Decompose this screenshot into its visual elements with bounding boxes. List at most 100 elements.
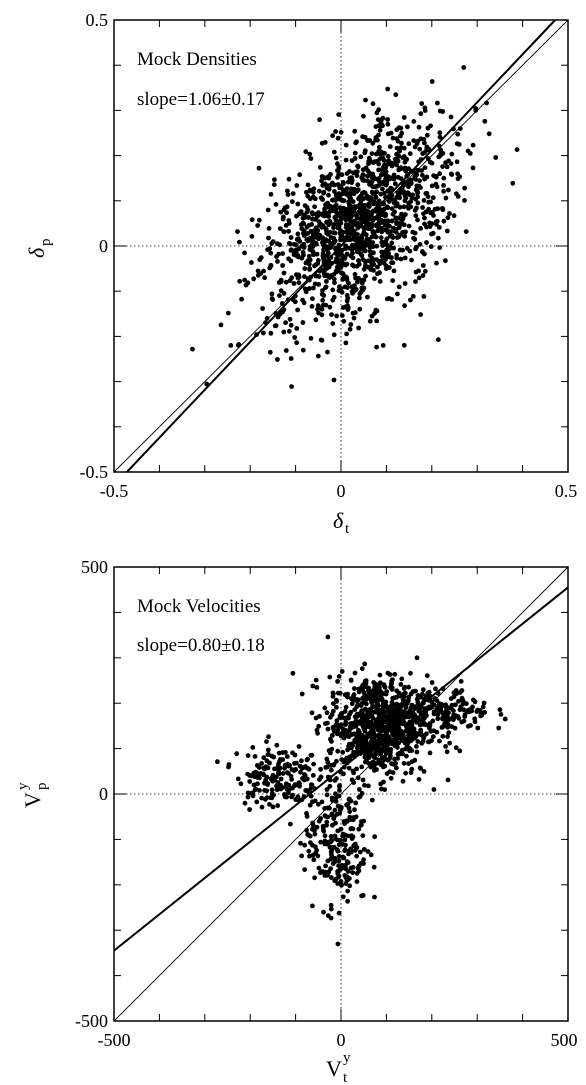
density-point — [408, 297, 413, 303]
density-point — [390, 135, 396, 141]
velocity-point — [330, 822, 335, 828]
density-point — [289, 247, 294, 253]
density-point — [326, 186, 332, 192]
velocity-point — [383, 691, 389, 697]
density-point — [358, 193, 364, 199]
density-point — [321, 302, 326, 308]
density-point — [268, 250, 274, 256]
density-point — [285, 192, 291, 198]
density-point — [368, 221, 374, 227]
density-point — [331, 230, 336, 236]
velocity-point — [388, 712, 394, 718]
velocity-point — [324, 787, 330, 792]
density-point — [301, 221, 307, 227]
density-point — [357, 306, 363, 312]
density-point — [275, 357, 280, 362]
velocity-y-label-superscript: y — [15, 782, 31, 790]
density-point — [340, 234, 345, 240]
velocity-point — [290, 670, 296, 676]
density-point — [333, 129, 338, 134]
density-point — [295, 236, 300, 242]
density-point — [266, 235, 271, 241]
density-point — [387, 176, 393, 182]
velocity-point — [245, 794, 251, 800]
velocity-point — [462, 712, 468, 717]
density-point — [321, 189, 327, 195]
density-point — [413, 279, 418, 284]
velocity-y-tick-zero: 0 — [99, 784, 108, 804]
velocity-point — [313, 715, 319, 721]
velocity-point — [312, 831, 318, 837]
density-point — [416, 124, 422, 130]
velocity-point — [329, 733, 335, 738]
velocity-point — [414, 732, 420, 738]
density-point — [403, 168, 409, 174]
velocity-point — [346, 805, 352, 811]
velocity-point — [324, 792, 330, 798]
density-point — [363, 273, 368, 279]
density-point — [405, 204, 411, 210]
density-point — [347, 169, 352, 174]
density-point — [435, 337, 441, 343]
velocity-ticks — [113, 566, 569, 1022]
density-point — [413, 187, 419, 193]
velocity-point — [409, 748, 415, 753]
density-point — [420, 249, 425, 255]
density-point — [390, 235, 396, 240]
density-point — [343, 157, 349, 163]
density-point — [351, 263, 357, 269]
velocity-point — [333, 836, 338, 842]
velocity-point — [265, 752, 271, 758]
density-point — [449, 172, 455, 177]
density-point — [371, 174, 377, 180]
velocity-point — [318, 870, 323, 876]
density-point — [424, 132, 430, 138]
velocity-point — [274, 787, 280, 793]
density-point — [394, 252, 399, 258]
density-point — [343, 217, 349, 223]
density-point — [342, 273, 347, 279]
velocity-point — [303, 788, 309, 793]
velocity-point — [362, 754, 368, 760]
density-point — [382, 218, 388, 224]
velocity-point — [336, 910, 342, 916]
density-point — [333, 198, 338, 203]
density-point — [308, 335, 314, 341]
velocity-point — [399, 676, 405, 682]
density-point — [430, 195, 436, 201]
density-annotation-title: Mock Densities — [137, 49, 257, 70]
velocity-point — [354, 870, 360, 876]
velocity-point — [366, 688, 371, 694]
density-point — [340, 229, 346, 235]
velocity-point — [394, 694, 399, 700]
velocity-point — [480, 704, 486, 710]
velocity-point — [401, 760, 407, 766]
velocity-point — [310, 826, 315, 832]
density-point — [249, 260, 254, 265]
velocity-point — [325, 759, 331, 765]
velocity-point — [348, 726, 353, 732]
density-point — [312, 281, 318, 287]
density-point — [275, 259, 280, 264]
density-point — [397, 204, 403, 210]
velocity-point — [271, 754, 277, 760]
density-point — [277, 226, 283, 232]
density-point — [378, 220, 383, 226]
density-x-tick-right: 0.5 — [555, 481, 578, 501]
velocity-point — [254, 799, 260, 805]
density-point — [493, 155, 499, 160]
density-point — [256, 217, 262, 223]
velocity-point — [343, 704, 349, 710]
density-point — [330, 287, 336, 293]
density-point — [429, 79, 435, 84]
velocity-point — [440, 716, 445, 722]
velocity-point — [368, 747, 374, 753]
density-point — [421, 198, 427, 203]
density-point — [267, 246, 273, 252]
velocity-point — [387, 769, 393, 775]
velocity-point — [314, 824, 320, 830]
density-point — [360, 257, 366, 262]
density-point — [421, 137, 427, 142]
velocity-point — [367, 731, 372, 736]
velocity-point — [306, 848, 312, 854]
